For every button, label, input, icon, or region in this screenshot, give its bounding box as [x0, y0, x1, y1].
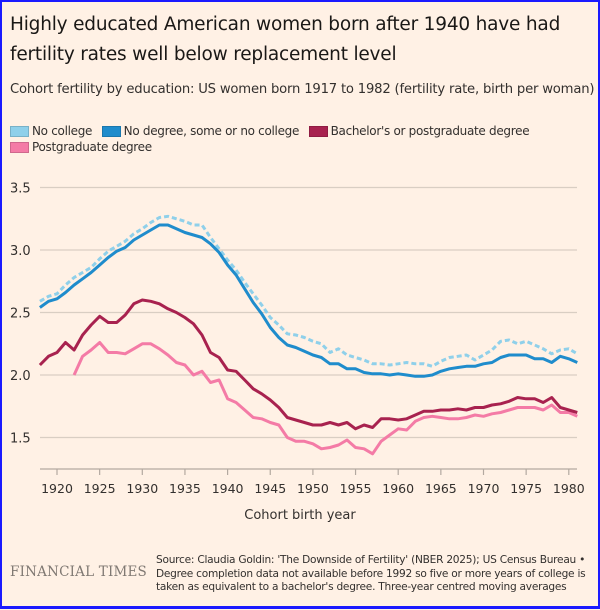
y-tick-label: 1.5 [10, 432, 31, 447]
series-line-bachelor-s-or-postgraduate-degree [38, 298, 578, 431]
x-tick-label: 1955 [340, 481, 372, 496]
chart-subtitle: Cohort fertility by education: US women … [10, 82, 595, 97]
x-tick-label: 1930 [126, 481, 158, 496]
x-axis-label: Cohort birth year [244, 508, 356, 523]
legend-swatch-no-college [10, 125, 29, 137]
y-tick-label: 2.0 [10, 369, 31, 384]
y-tick-label: 3.0 [10, 244, 31, 259]
y-tick-label: 3.5 [10, 182, 31, 197]
x-tick-label: 1960 [382, 481, 414, 496]
legend-item-no-degree: No degree, some or no college [101, 123, 300, 139]
legend-swatch-postgraduate [10, 141, 29, 153]
legend-label: Bachelor's or postgraduate degree [330, 124, 530, 138]
legend-swatch-no-degree [101, 125, 121, 137]
legend-item-bachelors: Bachelor's or postgraduate degree [308, 123, 530, 139]
x-tick-label: 1920 [41, 481, 73, 496]
legend-label: Postgraduate degree [32, 140, 152, 154]
x-tick-label: 1940 [212, 481, 244, 496]
line-chart: 1.5 2.0 2.5 3.0 3.5 1920 1925 1930 1935 1940 1945… [10, 182, 585, 524]
series-line-postgraduate-degree [72, 341, 578, 456]
legend-label: No degree, some or no college [123, 124, 300, 138]
x-tick-label: 1945 [254, 481, 286, 496]
x-tick-label: 1970 [468, 481, 500, 496]
y-tick-label: 2.5 [10, 307, 31, 322]
legend-item-no-college: No college [10, 123, 92, 139]
gridlines [40, 186, 577, 439]
legend: No college No degree, some or no college… [10, 123, 590, 155]
y-axis-ticks: 1.5 2.0 2.5 3.0 3.5 [10, 182, 31, 447]
series-line-no-college [39, 214, 579, 368]
chart-title: Highly educated American women born afte… [10, 14, 561, 65]
ft-logo: FINANCIAL TIMES [10, 564, 148, 580]
series-line-no-degree-some-or-no-college [39, 223, 578, 378]
series-lines [38, 214, 579, 456]
x-tick-label: 1950 [297, 481, 329, 496]
legend-item-postgraduate: Postgraduate degree [10, 139, 152, 155]
legend-swatch-bachelors [308, 125, 328, 137]
x-tick-label: 1975 [510, 481, 542, 496]
x-tick-label: 1925 [84, 481, 116, 496]
x-tick-label: 1965 [425, 481, 457, 496]
x-tick-label: 1980 [553, 481, 585, 496]
source-note: Source: Claudia Goldin: 'The Downside of… [156, 554, 586, 593]
x-tick-label: 1935 [169, 481, 201, 496]
legend-label: No college [32, 124, 93, 138]
x-axis: 1920 1925 1930 1935 1940 1945 1950 1955 1960 1965… [40, 468, 585, 496]
